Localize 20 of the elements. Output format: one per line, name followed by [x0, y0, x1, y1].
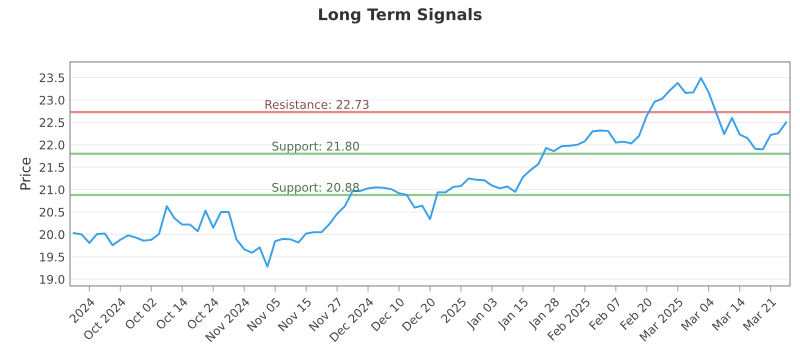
x-tick-label: Oct 02: [124, 297, 157, 330]
ref-line-label: Support: 21.80: [272, 142, 360, 153]
y-tick-label: 23.0: [40, 96, 64, 105]
y-tick-label: 21.0: [40, 185, 64, 194]
y-tick-label: 22.5: [40, 118, 64, 128]
y-tick-label: 23.5: [40, 73, 64, 82]
chart-title: Long Term Signals: [319, 8, 482, 24]
y-tick-label: 22.0: [40, 140, 64, 150]
y-tick-label: 19.5: [40, 252, 64, 262]
ref-line-label: Support: 20.88: [272, 182, 359, 194]
line-series: [72, 77, 788, 268]
ref-line-label: Resistance: 22.73: [266, 100, 369, 109]
y-tick-label: 21.5: [40, 162, 64, 172]
y-tick-label: 20.5: [40, 208, 64, 217]
x-tick-label: Jan 15: [496, 297, 530, 331]
x-tick-label: Oct 14: [155, 296, 188, 330]
y-axis-title: Price: [20, 158, 31, 190]
y-tick-label: 20.0: [40, 230, 64, 240]
x-tick-label: Jan 03: [466, 297, 500, 331]
y-tick-label: 19.0: [40, 274, 64, 284]
